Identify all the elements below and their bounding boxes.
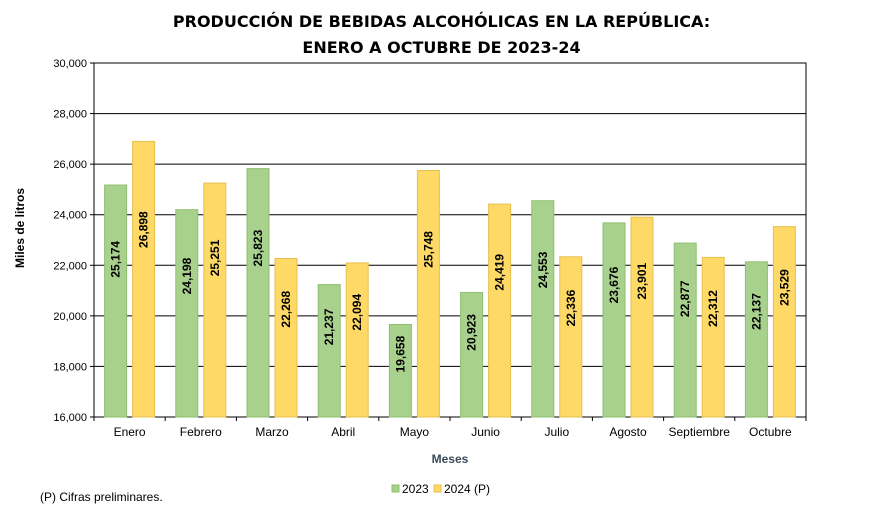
bar-data-label: 23,529	[777, 269, 791, 306]
bar-2023-marzo	[246, 168, 270, 418]
y-tick-label: 22,000	[53, 260, 87, 272]
legend-swatch-2023	[391, 484, 400, 493]
plot-area	[94, 63, 806, 417]
y-axis-title: Miles de litros	[13, 188, 27, 268]
bar-2024-abril	[345, 262, 369, 418]
bar-2023-abril	[317, 284, 341, 418]
bar-data-label: 24,198	[180, 257, 194, 294]
bar-data-label: 22,336	[564, 289, 578, 326]
bar-data-label: 26,898	[137, 211, 151, 248]
bar-data-label: 22,137	[749, 293, 763, 330]
x-tick-label: Septiembre	[669, 425, 731, 439]
bar-2024-marzo	[274, 258, 298, 418]
bar-data-label: 20,923	[465, 314, 479, 351]
bar-2023-agosto	[602, 222, 626, 418]
bar-2024-septiembre	[701, 256, 725, 418]
footnote: (P) Cifras preliminares.	[40, 490, 163, 504]
y-tick-label: 30,000	[53, 58, 87, 70]
bar-2024-agosto	[630, 216, 654, 418]
legend-swatch-2024	[433, 484, 442, 493]
chart-title-line-2: ENERO A OCTUBRE DE 2023-24	[302, 38, 581, 57]
bar-2024-enero	[132, 140, 156, 418]
bar-data-label: 25,823	[251, 229, 265, 266]
bar-data-label: 21,237	[322, 308, 336, 345]
bar-data-label: 25,251	[208, 239, 222, 276]
x-tick-label: Febrero	[180, 425, 222, 439]
legend-label-2024: 2024 (P)	[444, 482, 490, 496]
y-tick-label: 16,000	[53, 412, 87, 424]
x-tick-label: Marzo	[255, 425, 289, 439]
y-tick-label: 18,000	[53, 361, 87, 373]
x-tick-label: Abril	[331, 425, 355, 439]
bar-data-label: 24,419	[493, 254, 507, 291]
x-tick-label: Octubre	[749, 425, 792, 439]
y-tick-label: 28,000	[53, 109, 87, 121]
bar-2023-enero	[104, 184, 128, 418]
x-axis-title: Meses	[432, 452, 469, 466]
bar-data-label: 24,553	[536, 251, 550, 288]
bar-2023-octubre	[744, 261, 768, 418]
bar-data-label: 22,877	[678, 280, 692, 317]
bar-2024-julio	[559, 256, 583, 418]
x-tick-label: Julio	[544, 425, 569, 439]
bar-2023-mayo	[388, 324, 412, 418]
bar-2023-febrero	[175, 209, 199, 418]
bar-data-label: 23,676	[607, 266, 621, 303]
bar-2023-septiembre	[673, 242, 697, 418]
bar-data-label: 25,748	[421, 231, 435, 268]
bar-2024-octubre	[772, 226, 796, 418]
legend-label-2023: 2023	[402, 482, 429, 496]
y-tick-label: 20,000	[53, 311, 87, 323]
bar-data-label: 25,174	[109, 241, 123, 278]
x-tick-label: Junio	[471, 425, 500, 439]
y-tick-label: 26,000	[53, 159, 87, 171]
x-tick-label: Mayo	[400, 425, 430, 439]
bar-2023-junio	[460, 292, 484, 418]
bar-data-label: 22,268	[279, 291, 293, 328]
bar-2023-julio	[531, 200, 555, 418]
bar-2024-mayo	[416, 170, 440, 418]
bar-data-label: 23,901	[635, 262, 649, 299]
bar-data-label: 22,312	[706, 290, 720, 327]
bar-2024-junio	[488, 203, 512, 418]
bar-2024-febrero	[203, 182, 227, 418]
x-tick-label: Agosto	[609, 425, 647, 439]
y-tick-label: 24,000	[53, 210, 87, 222]
bar-data-label: 22,094	[350, 294, 364, 331]
chart-title-line-1: PRODUCCIÓN DE BEBIDAS ALCOHÓLICAS EN LA …	[172, 12, 711, 31]
bar-data-label: 19,658	[393, 335, 407, 372]
x-tick-label: Enero	[114, 425, 146, 439]
